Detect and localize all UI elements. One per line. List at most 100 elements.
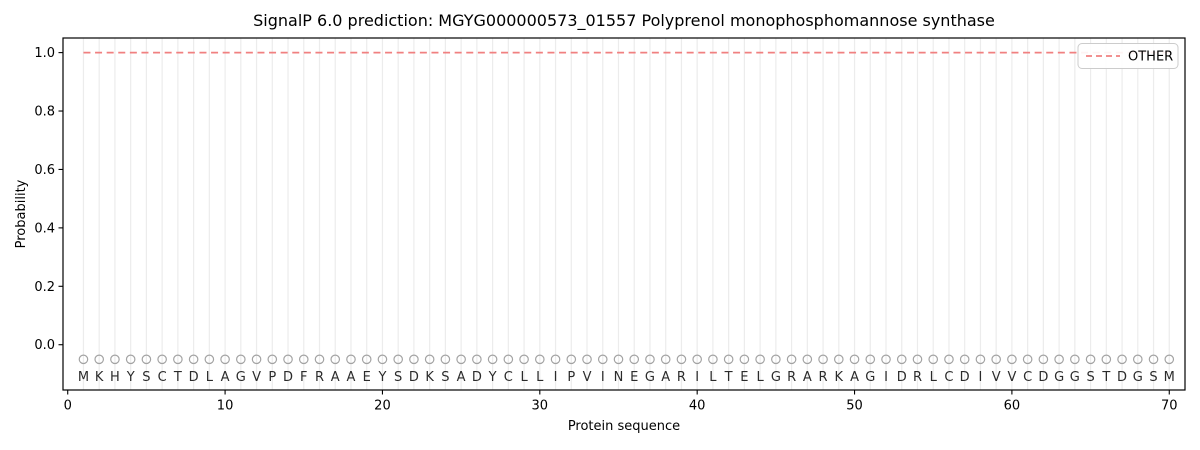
residue-marker <box>283 354 293 365</box>
residue-marker <box>676 354 687 365</box>
y-tick-label: 1.0 <box>34 46 55 61</box>
residue-marker <box>535 354 545 365</box>
x-tick-label: 30 <box>532 399 549 414</box>
residue-letter: I <box>695 370 699 385</box>
residue-letter: L <box>536 370 544 385</box>
residue-letter: L <box>206 370 214 385</box>
residue-marker <box>1022 354 1033 365</box>
residue-letter: V <box>1007 370 1016 385</box>
x-tick-label: 70 <box>1161 399 1178 414</box>
y-tick-label: 0.4 <box>34 221 55 236</box>
residue-marker <box>645 354 655 365</box>
residue-marker <box>141 354 152 365</box>
residue-marker <box>629 354 640 365</box>
residue-letter: A <box>850 370 859 385</box>
residue-letter: K <box>95 370 104 385</box>
residue-letter: G <box>236 370 246 385</box>
residue-letter: A <box>803 370 812 385</box>
residue-marker <box>346 354 356 365</box>
residue-letter: I <box>884 370 888 385</box>
residue-letter: V <box>583 370 592 385</box>
residue-marker <box>503 354 514 365</box>
y-axis-label: Probability <box>14 179 29 248</box>
residue-marker <box>849 354 860 365</box>
residue-marker <box>802 354 813 365</box>
residue-marker <box>377 354 388 365</box>
residue-letter: P <box>268 370 276 385</box>
residue-marker <box>424 354 435 365</box>
plot-border <box>62 37 1186 391</box>
residue-marker <box>723 354 734 365</box>
residue-letter: Y <box>126 370 135 385</box>
residue-letter: R <box>787 370 796 385</box>
x-tick-label: 40 <box>689 399 706 414</box>
residue-marker <box>771 354 781 365</box>
residue-letter: T <box>724 370 733 385</box>
residue-marker <box>613 354 624 365</box>
residue-letter: G <box>865 370 875 385</box>
residue-marker <box>739 354 750 365</box>
residue-letter: D <box>189 370 199 385</box>
residue-marker <box>1007 354 1017 365</box>
residue-marker <box>267 354 278 365</box>
legend-label: OTHER <box>1128 50 1173 65</box>
residue-letter: R <box>677 370 686 385</box>
residue-letter: T <box>173 370 182 385</box>
residue-letter: N <box>614 370 624 385</box>
residue-letter: M <box>1164 370 1175 385</box>
residue-marker <box>236 354 246 365</box>
residue-marker <box>220 354 230 365</box>
y-tick-label: 0.0 <box>34 338 55 353</box>
residue-marker <box>1085 354 1096 365</box>
residue-letter: E <box>740 370 748 385</box>
residue-marker <box>393 354 403 365</box>
residue-letter: G <box>1070 370 1080 385</box>
residue-letter: P <box>567 370 575 385</box>
residue-markers <box>78 354 1175 365</box>
residue-letter: D <box>1117 370 1127 385</box>
residue-marker <box>928 354 939 365</box>
residue-marker <box>1054 354 1064 365</box>
y-axis-ticks: 0.0 0.2 0.4 0.6 0.8 1.0 <box>34 46 63 353</box>
residue-marker <box>110 354 120 365</box>
x-axis-label: Protein sequence <box>568 419 680 434</box>
residue-marker <box>1101 354 1112 365</box>
residue-marker <box>330 354 341 365</box>
residue-letter: E <box>630 370 638 385</box>
residue-letter: L <box>930 370 938 385</box>
residue-letter: G <box>1054 370 1064 385</box>
residue-marker <box>440 354 451 365</box>
residue-letter: D <box>960 370 970 385</box>
residue-marker <box>959 354 970 365</box>
residue-letter: I <box>601 370 605 385</box>
residue-marker <box>818 354 828 365</box>
residue-marker <box>708 354 718 365</box>
residue-letter: S <box>1149 370 1157 385</box>
residue-marker <box>361 354 372 365</box>
residue-marker <box>188 354 199 365</box>
gridlines <box>82 38 1170 390</box>
residue-letter: A <box>221 370 230 385</box>
residue-letter: V <box>252 370 261 385</box>
x-tick-label: 10 <box>217 399 234 414</box>
residue-marker <box>157 354 167 365</box>
residue-marker <box>173 354 183 365</box>
residue-letter: E <box>363 370 371 385</box>
residue-marker <box>519 354 529 365</box>
residue-marker <box>896 354 907 365</box>
residue-marker <box>912 354 923 365</box>
residue-letter: M <box>78 370 89 385</box>
residue-marker <box>865 354 876 365</box>
residue-letter: I <box>979 370 983 385</box>
residue-letter: F <box>300 370 307 385</box>
residue-letter: D <box>472 370 482 385</box>
residue-marker <box>834 354 844 365</box>
residue-marker <box>251 354 262 365</box>
residue-letter: D <box>283 370 293 385</box>
residue-letter: L <box>756 370 764 385</box>
residue-marker <box>94 354 104 365</box>
residue-marker <box>1148 354 1159 365</box>
y-tick-label: 0.6 <box>34 163 55 178</box>
residue-marker <box>204 354 215 365</box>
